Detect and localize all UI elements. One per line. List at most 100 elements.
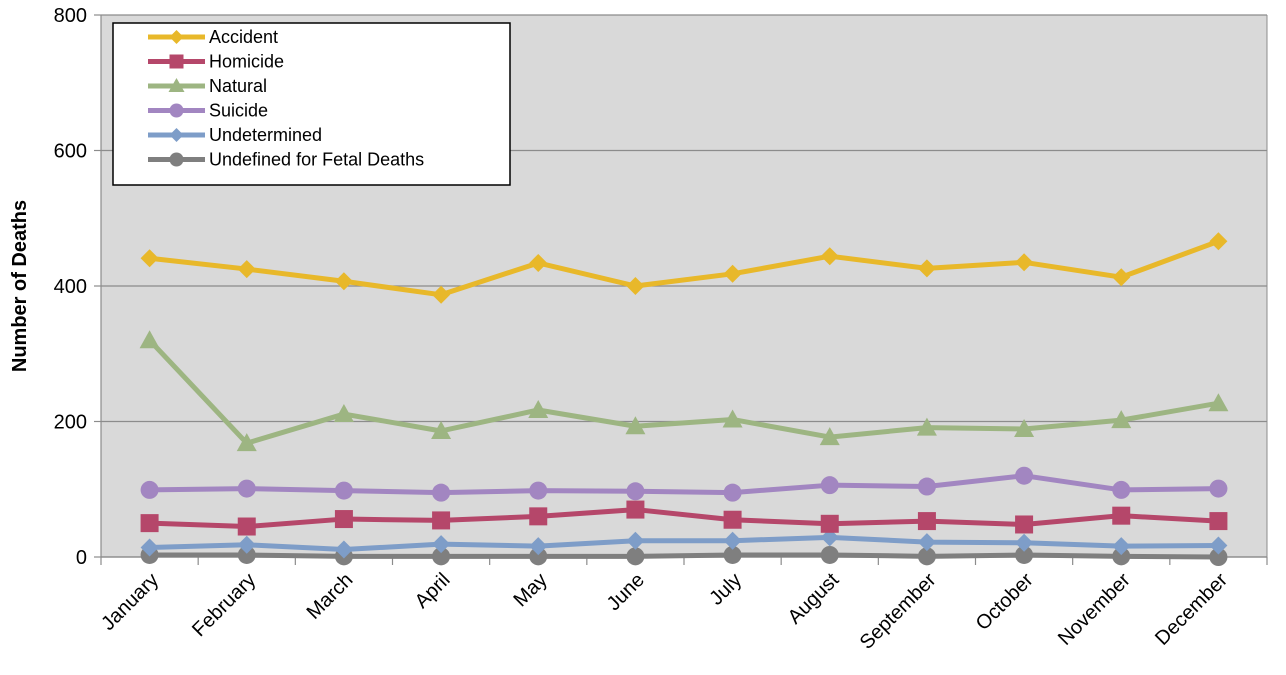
series-line bbox=[149, 534, 1219, 553]
data-point bbox=[1209, 479, 1228, 498]
data-point bbox=[722, 409, 743, 428]
data-point bbox=[140, 538, 159, 557]
data-point bbox=[168, 78, 185, 92]
data-point bbox=[237, 535, 256, 554]
data-point bbox=[723, 531, 742, 550]
data-point bbox=[432, 547, 451, 566]
data-point bbox=[1015, 515, 1034, 534]
y-axis-ticks: 0 200 400 600 800 bbox=[54, 5, 101, 569]
x-tick-label: March bbox=[303, 569, 358, 624]
data-point bbox=[169, 54, 184, 69]
data-point bbox=[626, 500, 645, 519]
data-point bbox=[1112, 268, 1131, 287]
data-point bbox=[334, 272, 353, 291]
data-point bbox=[1015, 533, 1034, 552]
data-point bbox=[432, 511, 451, 530]
x-tick-label: October bbox=[972, 569, 1038, 635]
data-point bbox=[723, 510, 742, 529]
y-tick-label: 400 bbox=[54, 276, 87, 298]
legend-item: Undefined for Fetal Deaths bbox=[148, 150, 424, 170]
data-point bbox=[917, 547, 936, 566]
legend-item: Accident bbox=[148, 27, 278, 47]
y-tick-label: 800 bbox=[54, 5, 87, 27]
data-point bbox=[1111, 410, 1132, 429]
legend-item: Homicide bbox=[148, 52, 284, 72]
data-point bbox=[237, 517, 256, 536]
data-point bbox=[1015, 466, 1034, 485]
data-point bbox=[1112, 537, 1131, 556]
series-suicide bbox=[140, 466, 1228, 502]
data-point bbox=[432, 535, 451, 554]
data-point bbox=[917, 259, 936, 278]
data-point bbox=[169, 128, 184, 142]
y-tick-label: 600 bbox=[54, 141, 87, 163]
x-tick-label: July bbox=[705, 569, 746, 610]
data-point bbox=[917, 533, 936, 552]
data-point bbox=[140, 480, 159, 499]
series-line bbox=[149, 238, 1220, 298]
data-point bbox=[432, 483, 451, 502]
data-point bbox=[334, 481, 353, 500]
data-point bbox=[1015, 253, 1034, 272]
legend-item: Undetermined bbox=[148, 125, 322, 145]
data-point bbox=[1112, 506, 1131, 525]
data-point bbox=[626, 482, 645, 501]
legend-label: Undetermined bbox=[209, 125, 322, 145]
y-tick-label: 200 bbox=[54, 412, 87, 434]
data-point bbox=[528, 399, 549, 418]
data-point bbox=[140, 514, 159, 533]
legend-item: Natural bbox=[148, 76, 267, 96]
data-point bbox=[1015, 545, 1034, 564]
data-point bbox=[236, 433, 257, 452]
x-tick-label: December bbox=[1151, 569, 1232, 650]
data-point bbox=[431, 420, 452, 439]
data-point bbox=[820, 476, 839, 495]
data-point bbox=[529, 547, 548, 566]
y-axis-title: Number of Deaths bbox=[9, 200, 31, 372]
legend-label: Homicide bbox=[209, 52, 284, 72]
series-group bbox=[139, 232, 1229, 566]
data-point bbox=[529, 507, 548, 526]
data-point bbox=[529, 481, 548, 500]
data-point bbox=[917, 512, 936, 531]
data-point bbox=[334, 540, 353, 559]
x-tick-label: August bbox=[784, 569, 844, 629]
data-point bbox=[626, 277, 645, 295]
x-tick-label: May bbox=[510, 569, 552, 611]
data-point bbox=[723, 483, 742, 502]
data-point bbox=[169, 103, 184, 118]
series-line bbox=[149, 473, 1219, 496]
x-tick-label: February bbox=[188, 569, 260, 641]
series-line bbox=[147, 338, 1219, 446]
data-point bbox=[820, 247, 839, 266]
data-point bbox=[1112, 480, 1131, 499]
data-point bbox=[237, 545, 256, 564]
data-point bbox=[1112, 547, 1131, 566]
data-point bbox=[1209, 536, 1228, 555]
data-point bbox=[169, 152, 184, 167]
data-point bbox=[237, 479, 256, 498]
legend-label: Natural bbox=[209, 76, 267, 96]
data-point bbox=[820, 545, 839, 564]
data-point bbox=[333, 404, 354, 423]
legend: Accident Homicide Natural Suicide Undetermin… bbox=[112, 22, 511, 186]
y-tick-label: 0 bbox=[76, 547, 87, 569]
data-point bbox=[529, 537, 548, 556]
legend-label: Suicide bbox=[209, 101, 268, 121]
data-point bbox=[237, 260, 256, 279]
data-point bbox=[169, 30, 184, 44]
data-point bbox=[1209, 548, 1228, 566]
data-point bbox=[723, 264, 742, 283]
x-tick-label: June bbox=[603, 569, 649, 615]
x-tick-label: April bbox=[411, 569, 455, 613]
data-point bbox=[1014, 418, 1035, 437]
data-point bbox=[723, 545, 742, 564]
data-point bbox=[1208, 393, 1229, 412]
data-point bbox=[139, 330, 160, 349]
series-accident bbox=[140, 232, 1228, 304]
data-point bbox=[432, 285, 451, 304]
series-natural bbox=[139, 330, 1229, 452]
series-undetermined bbox=[140, 528, 1228, 559]
x-tick-label: January bbox=[97, 569, 163, 635]
